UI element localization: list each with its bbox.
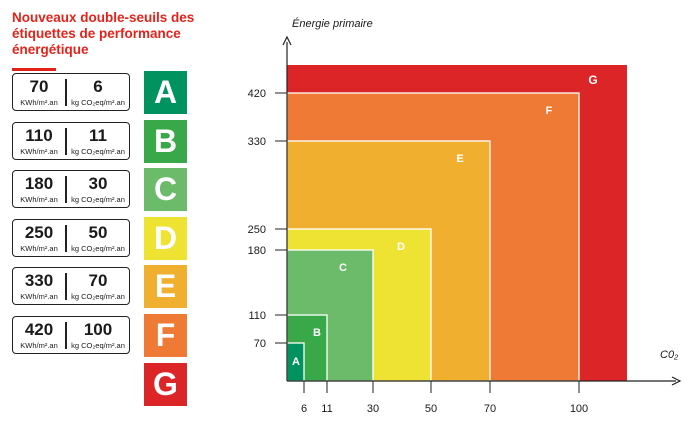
energy-threshold: 250 (24, 222, 54, 242)
x-tick-label: 11 (321, 403, 332, 415)
divider (65, 224, 67, 252)
class-badge-f: F (144, 314, 187, 357)
x-tick-label: 50 (425, 403, 437, 415)
divider (65, 322, 67, 349)
co2-unit: kg CO₂eq/m².an (71, 146, 125, 156)
x-tick-label: 30 (367, 403, 379, 415)
energy-threshold: 180 (24, 174, 54, 194)
y-tick-label: 420 (248, 88, 266, 100)
co2-threshold: 100 (83, 320, 113, 339)
label-row-b: 110 11 KWh/m².an kg CO₂eq/m².an B (12, 119, 187, 163)
threshold-box: 70 6 KWh/m².an kg CO₂eq/m².an (12, 73, 130, 111)
x-axis-label: C0₂ (660, 349, 679, 361)
region-label-f: F (546, 105, 553, 117)
region-label-b: B (313, 327, 321, 339)
region-label-e: E (456, 153, 463, 165)
region-label-g: G (588, 73, 597, 87)
x-axis-arrow (671, 376, 682, 386)
energy-unit: KWh/m².an (20, 146, 58, 156)
co2-unit: kg CO₂eq/m².an (71, 98, 125, 107)
region-label-a: A (292, 356, 300, 368)
page-title: Nouveaux double-seuils des étiquettes de… (12, 10, 195, 57)
class-badge-e: E (144, 265, 187, 309)
x-tick-label: 6 (301, 403, 307, 415)
class-badge-d: D (144, 216, 187, 260)
label-row-a: 70 6 KWh/m².an kg CO₂eq/m².an A (12, 71, 187, 114)
class-badge-b: B (144, 119, 187, 163)
region-label-d: D (397, 241, 405, 253)
class-badge-a: A (144, 71, 187, 114)
y-tick-label: 330 (248, 136, 266, 148)
label-row-d: 250 50 KWh/m².an kg CO₂eq/m².an D (12, 216, 187, 260)
label-row-c: 180 30 KWh/m².an kg CO₂eq/m².an C (12, 168, 187, 212)
co2-unit: kg CO₂eq/m².an (71, 292, 125, 302)
x-tick-label: 70 (484, 403, 496, 415)
threshold-box: 110 11 KWh/m².an kg CO₂eq/m².an (12, 121, 130, 160)
y-tick-label: 180 (248, 245, 266, 257)
x-tick-label: 100 (570, 403, 588, 415)
y-tick-label: 70 (254, 338, 266, 350)
energy-unit: KWh/m².an (20, 98, 58, 107)
divider (65, 273, 67, 301)
title-underline (12, 68, 56, 71)
y-tick-label: 250 (248, 224, 266, 236)
region-label-c: C (339, 262, 347, 274)
energy-unit: KWh/m².an (20, 195, 58, 205)
label-row-e: 330 70 KWh/m².an kg CO₂eq/m².an E (12, 265, 187, 309)
threshold-box: 250 50 KWh/m².an kg CO₂eq/m².an (12, 218, 130, 257)
threshold-box: 420 100 KWh/m².an kg CO₂eq/m².an (12, 316, 130, 354)
co2-threshold: 70 (88, 271, 108, 291)
divider (65, 176, 67, 204)
y-axis-arrow (282, 35, 292, 46)
threshold-box: 180 30 KWh/m².an kg CO₂eq/m².an (12, 170, 130, 209)
divider (65, 79, 67, 106)
energy-threshold: 110 (25, 125, 53, 145)
class-badge-g: G (144, 362, 187, 406)
energy-unit: KWh/m².an (20, 243, 58, 253)
divider (65, 127, 67, 155)
energy-threshold: 70 (29, 77, 49, 96)
co2-threshold: 30 (88, 174, 108, 194)
label-row-f: 420 100 KWh/m².an kg CO₂eq/m².an F (12, 314, 187, 357)
energy-threshold: 330 (24, 271, 54, 291)
y-axis-label: Énergie primaire (292, 17, 373, 30)
co2-unit: kg CO₂eq/m².an (71, 195, 125, 205)
label-row-g: G (12, 362, 187, 406)
threshold-box: 330 70 KWh/m².an kg CO₂eq/m².an (12, 267, 130, 306)
co2-unit: kg CO₂eq/m².an (71, 341, 125, 350)
class-badge-c: C (144, 168, 187, 212)
co2-unit: kg CO₂eq/m².an (71, 243, 125, 253)
y-tick-label: 110 (248, 310, 266, 322)
co2-threshold: 6 (93, 77, 103, 96)
co2-threshold: 11 (89, 125, 107, 145)
energy-threshold: 420 (24, 320, 54, 339)
co2-threshold: 50 (88, 222, 108, 242)
energy-unit: KWh/m².an (20, 292, 58, 302)
energy-unit: KWh/m².an (20, 341, 58, 350)
